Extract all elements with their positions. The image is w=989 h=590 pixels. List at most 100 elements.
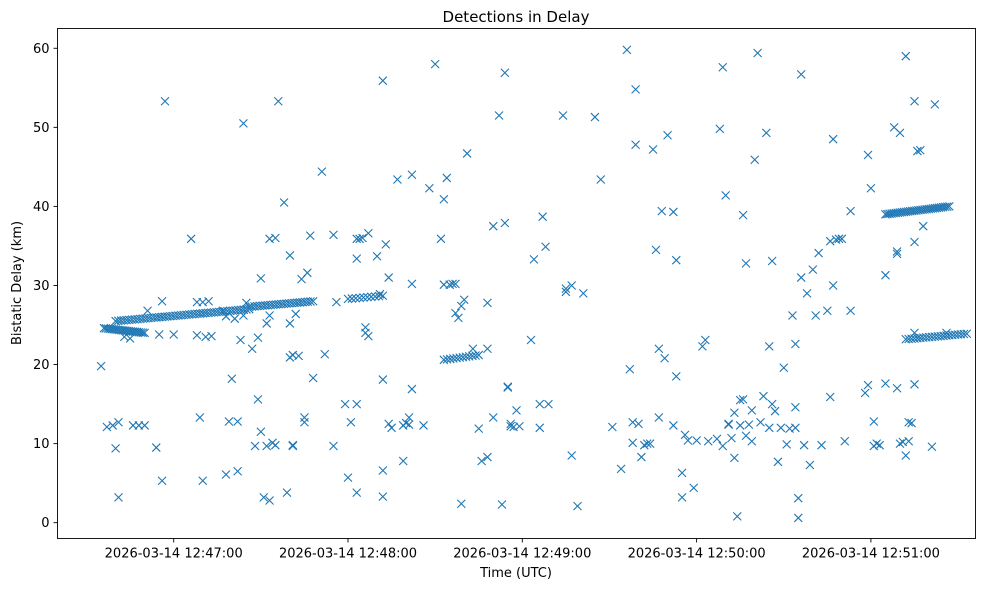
data-point bbox=[474, 424, 484, 433]
data-point bbox=[660, 353, 670, 363]
data-point bbox=[837, 234, 847, 244]
data-point bbox=[846, 206, 855, 216]
x-axis: 2026-03-14 12:47:00 2026-03-14 12:48:00 20… bbox=[105, 538, 940, 562]
data-point bbox=[483, 298, 492, 308]
data-point bbox=[195, 413, 205, 422]
data-point bbox=[515, 421, 524, 431]
data-point bbox=[805, 460, 815, 470]
data-point bbox=[825, 236, 835, 246]
data-point bbox=[340, 399, 350, 409]
data-point bbox=[384, 273, 394, 282]
data-point bbox=[279, 198, 289, 207]
data-point bbox=[362, 292, 372, 302]
data-point bbox=[677, 492, 687, 502]
data-point bbox=[869, 417, 879, 426]
x-tick-label: 2026-03-14 12:50:00 bbox=[628, 547, 766, 562]
data-point bbox=[456, 301, 466, 311]
data-point bbox=[654, 413, 664, 422]
data-point bbox=[814, 248, 824, 258]
data-point bbox=[724, 420, 733, 430]
data-point bbox=[607, 422, 617, 432]
data-point bbox=[541, 242, 550, 252]
data-point bbox=[186, 234, 196, 244]
data-point bbox=[535, 423, 545, 433]
data-point bbox=[270, 440, 280, 450]
data-point bbox=[637, 452, 646, 462]
data-point bbox=[448, 279, 457, 289]
data-point bbox=[372, 251, 382, 261]
data-point bbox=[631, 140, 640, 150]
data-point bbox=[668, 207, 678, 217]
data-point bbox=[663, 130, 672, 140]
x-axis-label: Time (UTC) bbox=[479, 566, 552, 581]
data-point bbox=[442, 173, 452, 183]
data-point bbox=[230, 314, 240, 324]
plot-frame bbox=[57, 28, 976, 539]
data-point bbox=[779, 363, 789, 373]
data-point bbox=[788, 311, 797, 320]
data-point bbox=[567, 451, 577, 460]
data-point bbox=[503, 383, 513, 392]
data-point bbox=[306, 297, 315, 306]
data-point bbox=[573, 501, 582, 511]
data-point bbox=[761, 128, 771, 138]
data-point bbox=[483, 452, 492, 462]
data-point bbox=[488, 221, 498, 231]
data-point bbox=[308, 373, 318, 383]
data-point bbox=[241, 298, 251, 308]
data-point bbox=[590, 112, 600, 122]
data-point bbox=[913, 146, 922, 156]
data-point bbox=[767, 399, 777, 409]
data-point bbox=[544, 399, 553, 409]
data-point bbox=[381, 239, 391, 249]
data-point bbox=[114, 417, 123, 427]
data-point bbox=[822, 306, 832, 316]
data-point bbox=[892, 247, 902, 256]
data-point bbox=[817, 440, 826, 450]
data-point bbox=[221, 470, 231, 479]
data-point bbox=[378, 291, 388, 301]
data-point bbox=[474, 350, 484, 360]
data-point bbox=[497, 500, 507, 509]
data-point bbox=[207, 331, 216, 341]
y-tick-label: 50 bbox=[33, 121, 50, 136]
data-point bbox=[343, 473, 353, 483]
data-point bbox=[136, 328, 146, 337]
data-point bbox=[828, 134, 838, 144]
data-point bbox=[233, 417, 243, 426]
data-point bbox=[616, 464, 626, 474]
data-point bbox=[500, 68, 510, 78]
data-point bbox=[305, 231, 315, 241]
data-point bbox=[741, 258, 751, 268]
data-point bbox=[483, 344, 492, 354]
data-point bbox=[253, 394, 263, 404]
data-point bbox=[273, 96, 283, 106]
data-point bbox=[436, 234, 446, 244]
data-point bbox=[561, 284, 571, 294]
data-point bbox=[840, 436, 850, 446]
data-point bbox=[671, 372, 681, 381]
data-point bbox=[294, 351, 304, 361]
data-point bbox=[718, 441, 728, 451]
data-point bbox=[639, 440, 649, 450]
data-point bbox=[250, 441, 260, 451]
data-point bbox=[407, 170, 417, 180]
chart-title: Detections in Delay bbox=[443, 8, 590, 26]
data-point bbox=[718, 62, 728, 72]
data-point bbox=[811, 311, 821, 320]
data-point bbox=[825, 392, 835, 402]
data-point bbox=[715, 124, 725, 134]
data-point bbox=[735, 395, 745, 405]
data-point bbox=[753, 48, 763, 58]
data-point bbox=[140, 421, 150, 430]
data-point bbox=[767, 256, 777, 266]
data-point bbox=[648, 145, 658, 154]
data-point bbox=[793, 513, 803, 523]
data-point bbox=[724, 419, 733, 429]
data-point bbox=[256, 273, 266, 283]
data-point bbox=[910, 379, 919, 389]
data-point bbox=[962, 329, 972, 339]
data-point bbox=[359, 293, 368, 302]
data-point bbox=[927, 442, 937, 452]
